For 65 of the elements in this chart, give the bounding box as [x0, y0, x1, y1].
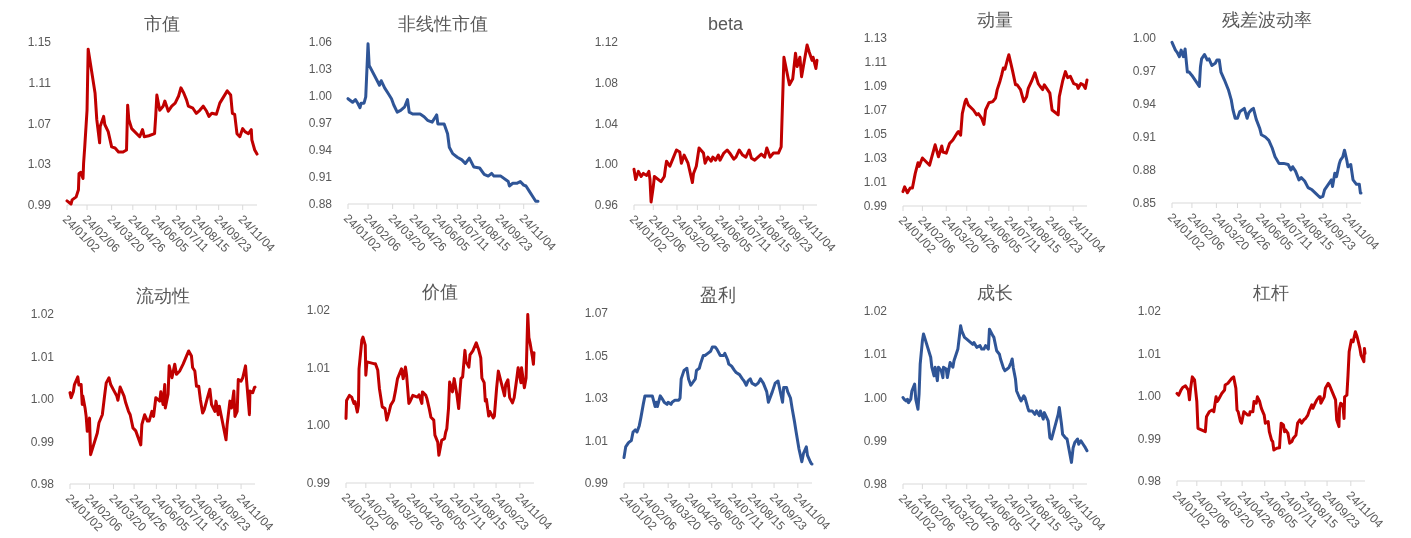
y-tick-label: 1.05: [863, 127, 888, 141]
y-tick-label: 1.15: [27, 35, 52, 49]
y-tick-label: 1.11: [864, 55, 888, 69]
y-tick-label: 1.04: [594, 116, 619, 131]
y-tick-label: 0.98: [863, 477, 888, 491]
y-tick-label: 1.12: [594, 35, 619, 49]
y-tick-label: 1.01: [30, 349, 55, 364]
y-tick-label: 0.99: [306, 476, 331, 490]
y-tick-label: 1.02: [30, 307, 55, 321]
y-tick-label: 1.11: [28, 75, 52, 90]
y-tick-label: 0.91: [308, 170, 333, 184]
chart-title: 残差波动率: [1221, 10, 1312, 30]
chart-title: 价值: [421, 282, 458, 302]
y-tick-label: 0.97: [1132, 64, 1157, 78]
y-tick-label: 0.98: [30, 477, 55, 491]
y-tick-label: 0.91: [1132, 130, 1157, 144]
y-tick-label: 1.02: [863, 304, 888, 318]
y-tick-label: 1.03: [27, 157, 52, 172]
y-tick-label: 1.01: [1137, 346, 1162, 361]
y-tick-label: 1.01: [306, 360, 331, 375]
y-tick-label: 1.00: [594, 157, 619, 172]
y-tick-label: 0.99: [1137, 431, 1162, 446]
y-tick-label: 1.00: [30, 392, 55, 406]
chart-title: 盈利: [700, 285, 736, 305]
y-tick-label: 0.97: [308, 116, 333, 130]
y-tick-label: 0.88: [1132, 163, 1157, 177]
y-tick-label: 0.99: [27, 198, 52, 212]
y-tick-label: 1.01: [863, 175, 888, 189]
y-tick-label: 0.94: [308, 143, 333, 157]
y-tick-label: 0.94: [1132, 97, 1157, 111]
y-tick-label: 0.98: [1137, 474, 1162, 488]
y-tick-label: 1.05: [584, 348, 609, 363]
chart-title: beta: [707, 14, 744, 34]
y-tick-label: 1.07: [863, 103, 888, 117]
y-tick-label: 1.00: [863, 390, 888, 405]
y-tick-label: 0.88: [308, 197, 333, 211]
y-tick-label: 0.96: [594, 198, 619, 212]
chart-title: 非线性市值: [398, 14, 488, 34]
y-tick-label: 1.06: [308, 35, 333, 49]
y-tick-label: 1.02: [306, 303, 331, 317]
y-tick-label: 0.99: [584, 476, 609, 490]
y-tick-label: 1.03: [584, 391, 609, 405]
y-tick-label: 1.03: [308, 62, 333, 76]
y-tick-label: 0.99: [863, 199, 888, 213]
y-tick-label: 1.00: [308, 89, 333, 103]
chart-title: 动量: [977, 10, 1013, 30]
y-tick-label: 1.09: [863, 79, 888, 93]
y-tick-label: 1.13: [863, 31, 888, 45]
y-tick-label: 0.85: [1132, 196, 1157, 210]
y-tick-label: 1.03: [863, 151, 888, 165]
y-tick-label: 0.99: [863, 433, 888, 448]
y-tick-label: 1.00: [1137, 389, 1162, 403]
y-tick-label: 1.00: [1132, 31, 1157, 45]
chart-title: 市值: [144, 14, 180, 34]
y-tick-label: 1.07: [27, 116, 52, 131]
y-tick-label: 1.01: [863, 347, 888, 362]
y-tick-label: 1.07: [584, 306, 609, 320]
y-tick-label: 1.02: [1137, 304, 1162, 318]
y-tick-label: 1.01: [584, 433, 609, 448]
chart-title: 成长: [977, 283, 1013, 303]
y-tick-label: 1.08: [594, 75, 619, 90]
y-tick-label: 0.99: [30, 434, 55, 449]
chart-title: 杠杆: [1252, 283, 1289, 303]
chart-title: 流动性: [135, 286, 190, 306]
y-tick-label: 1.00: [306, 418, 331, 433]
